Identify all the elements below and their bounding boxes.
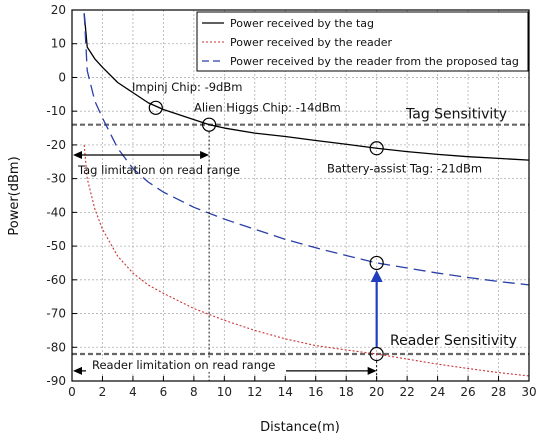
series-line — [83, 13, 530, 286]
ticks: 0 2 4 6 8 10 12 14 16 18 20 22 24 26 28 3020100-10-20-3… — [46, 3, 536, 399]
improvement-arrow-head — [370, 269, 383, 282]
x-tick-label: 18 — [339, 385, 354, 399]
range-label-background — [86, 358, 286, 372]
x-tick-label: 8 — [190, 385, 198, 399]
x-tick-label: 22 — [399, 385, 414, 399]
marker-circle — [148, 100, 163, 115]
x-tick-label: 20 — [369, 385, 384, 399]
x-tick-label: 16 — [308, 385, 323, 399]
legend-box — [196, 11, 529, 72]
y-tick-label: -20 — [46, 138, 66, 152]
legend-label: Power received by the reader — [230, 36, 393, 49]
series-line — [83, 144, 530, 377]
series-line — [83, 13, 530, 161]
x-tick-label: 4 — [129, 385, 137, 399]
y-tick-label: -60 — [46, 273, 66, 287]
x-tick-label: 0 — [68, 385, 76, 399]
x-tick-label: 24 — [430, 385, 445, 399]
marker-circle — [202, 117, 217, 132]
y-tick-label: 20 — [51, 3, 66, 17]
x-tick-label: 2 — [99, 385, 107, 399]
y-tick-label: -50 — [46, 239, 66, 253]
legend-label: Power received by the tag — [230, 17, 374, 30]
y-tick-label: -90 — [46, 374, 66, 388]
series-layer — [83, 13, 530, 377]
x-axis-title: Distance(m) — [260, 420, 340, 435]
range-arrow-head-left — [73, 151, 82, 160]
x-tick-label: 30 — [521, 385, 536, 399]
range-arrow-head-right — [367, 366, 377, 375]
reference-lines: Tag Sensitivity Reader Sensitivity — [72, 107, 529, 356]
plot-frame — [71, 9, 530, 382]
reader-sensitivity-label: Reader Sensitivity — [390, 333, 517, 349]
x-tick-label: 6 — [160, 385, 168, 399]
x-tick-label: 12 — [247, 385, 262, 399]
marker-label: Impinj Chip: -9dBm — [132, 80, 242, 94]
legend-label: Power received by the reader from the pr… — [230, 55, 519, 68]
marker-label: Battery-assist Tag: -21dBm — [327, 161, 482, 175]
y-tick-label: -30 — [46, 172, 66, 186]
marker-circle — [369, 141, 384, 156]
x-tick-label: 28 — [491, 385, 506, 399]
y-tick-label: 10 — [51, 37, 66, 51]
y-tick-label: 0 — [58, 70, 66, 84]
y-axis-title: Power(dBm) — [7, 156, 22, 235]
y-tick-label: -10 — [46, 104, 66, 118]
legend: Power received by the tag Power received … — [196, 11, 529, 72]
marker-label: Alien Higgs Chip: -14dBm — [194, 101, 341, 115]
marker-circle — [369, 346, 384, 362]
annotations: Impinj Chip: -9dBm Alien Higgs Chip: -14d… — [73, 80, 482, 381]
range-label: Reader limitation on read range — [92, 358, 275, 372]
x-tick-label: 14 — [278, 385, 293, 399]
tag-sensitivity-label: Tag Sensitivity — [405, 107, 507, 123]
x-tick-label: 10 — [217, 385, 232, 399]
range-label: Tag limitation on read range — [77, 163, 240, 177]
range-arrow-head-right — [200, 151, 210, 160]
y-tick-label: -40 — [46, 205, 66, 219]
marker-circle — [369, 255, 384, 271]
y-tick-label: -70 — [46, 307, 66, 321]
y-tick-label: -80 — [46, 340, 66, 354]
plot-background — [72, 10, 529, 381]
range-arrow-head-left — [73, 366, 82, 375]
x-tick-label: 26 — [460, 385, 475, 399]
